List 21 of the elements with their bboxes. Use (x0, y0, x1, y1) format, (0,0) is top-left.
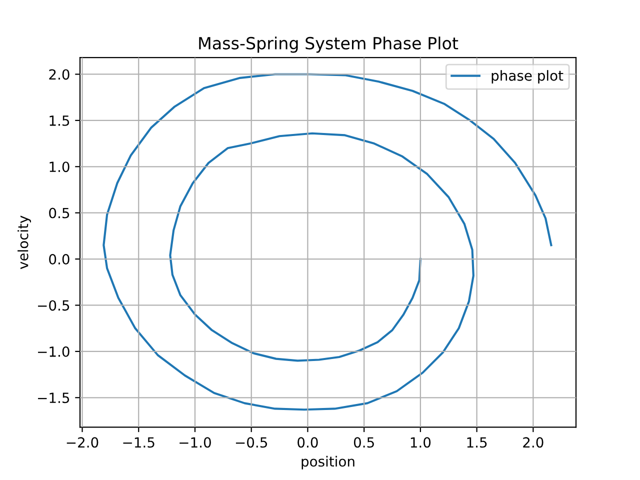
x-tick-label: 2.0 (523, 437, 544, 448)
y-tick-label: 0.5 (49, 208, 70, 218)
legend-label: phase plot (492, 70, 564, 84)
x-tick-label: 1.0 (410, 437, 431, 448)
y-tick-label: −1.5 (38, 392, 70, 404)
x-tick-label: −0.5 (236, 437, 267, 448)
x-axis-title: position (302, 456, 354, 470)
y-tick-label: 2.0 (49, 69, 70, 80)
y-tick-label: 1.0 (50, 162, 70, 172)
x-tick-label: −1.0 (180, 437, 211, 448)
x-tick-label: −1.5 (123, 437, 154, 448)
x-tick-label: 1.5 (467, 437, 487, 448)
x-tick-label: −2.0 (66, 437, 98, 448)
y-tick-label: 1.5 (50, 116, 70, 126)
y-tick-label: 0.0 (49, 254, 70, 265)
x-tick-label: 0.5 (354, 437, 374, 448)
y-tick-label: −0.5 (38, 300, 70, 311)
y-tick-label: −1.0 (38, 346, 70, 357)
chart-title: Mass-Spring System Phase Plot (199, 36, 458, 53)
x-tick-label: 0.0 (298, 437, 318, 448)
y-axis-title: velocity (18, 216, 31, 270)
